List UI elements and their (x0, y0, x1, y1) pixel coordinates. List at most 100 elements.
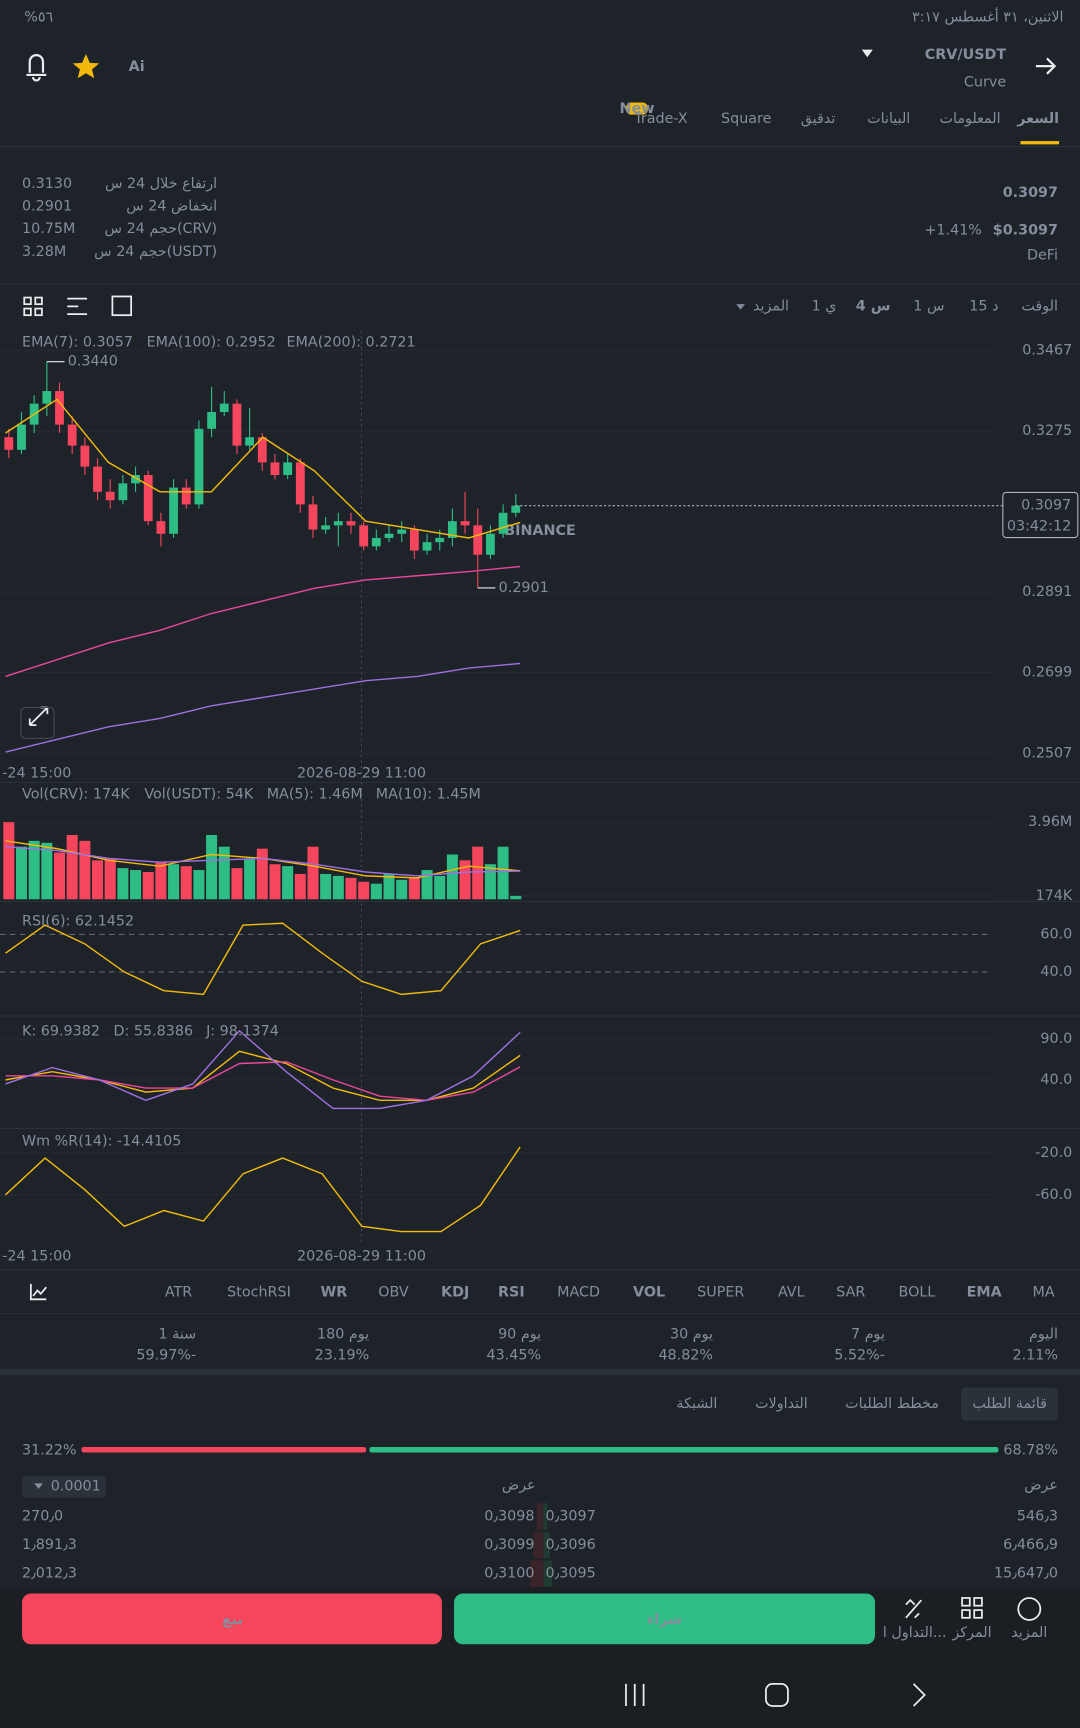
ask-qty: 270٫0 (22, 1508, 63, 1524)
order-tab[interactable]: قائمة الطلب (972, 1396, 1047, 1412)
candle-body (371, 537, 381, 547)
sell-button[interactable] (22, 1593, 442, 1645)
volume-bar (155, 862, 167, 900)
tab[interactable]: Square (721, 111, 772, 127)
x-tick-label: 2026-08-29 11:00 (297, 1248, 426, 1264)
pair-dropdown[interactable] (861, 49, 873, 58)
back-arrow[interactable] (1035, 57, 1057, 75)
ai-button[interactable]: Ai (129, 59, 145, 75)
last-price: 0.3097 (1003, 185, 1058, 201)
candle-body (346, 521, 356, 526)
precision-box[interactable] (22, 1475, 106, 1498)
stat-label: انخفاض 24 س (126, 199, 217, 215)
precision[interactable]: 0.0001 (51, 1479, 101, 1495)
low-label: 0.2901 (499, 580, 549, 596)
y-tick-label: 0.2891 (1022, 584, 1072, 600)
candle-body (435, 537, 445, 543)
interval[interactable]: المزيد (753, 298, 789, 314)
candle-body (42, 391, 52, 404)
indicator-tab[interactable]: EMA (967, 1285, 1002, 1301)
indicator-tab[interactable]: SUPER (697, 1285, 744, 1301)
pair[interactable]: CRV/USDT (925, 47, 1007, 63)
volume-bar (396, 879, 408, 900)
indicator-tab[interactable]: KDJ (441, 1285, 469, 1301)
high-label: 0.3440 (68, 354, 118, 370)
interval[interactable]: الوقت (1021, 298, 1058, 314)
indicator-tab[interactable]: BOLL (899, 1285, 936, 1301)
nav-back[interactable] (912, 1683, 926, 1707)
x-tick-label: -24 15:00 (2, 766, 71, 782)
tab[interactable]: المعلومات (939, 111, 1000, 127)
expand-icon[interactable] (28, 706, 49, 727)
period-change: 5.52%- (834, 1348, 885, 1364)
candle-body (359, 525, 369, 547)
indicator-tab[interactable]: AVL (778, 1285, 805, 1301)
indicator-icon[interactable] (29, 1283, 47, 1301)
order-tab[interactable]: مخطط الطلبات (845, 1396, 939, 1412)
candle-body (447, 521, 457, 538)
menu-label[interactable]: التداول ا... (883, 1625, 947, 1641)
settings-icon[interactable] (67, 297, 88, 315)
candle-body (409, 529, 419, 551)
indicator-tab[interactable]: MACD (557, 1285, 600, 1301)
sell-label[interactable]: بيع (222, 1612, 243, 1628)
indicator-tab[interactable]: MA (1033, 1285, 1055, 1301)
layout-icon[interactable] (23, 296, 32, 306)
indicator-tab[interactable]: StochRSI (227, 1285, 291, 1301)
tab[interactable]: السعر (1016, 111, 1059, 127)
indicator-tab[interactable]: ATR (165, 1285, 192, 1301)
indicator-line (5, 398, 521, 539)
favorite-star[interactable] (72, 54, 100, 79)
indicator-tab[interactable]: RSI (498, 1285, 525, 1301)
nav-home[interactable] (765, 1683, 789, 1707)
last-price-tag: 0.3097 (1021, 498, 1071, 514)
pair-name: Curve (964, 75, 1006, 91)
tab[interactable]: البيانات (867, 111, 910, 127)
menu-icons (625, 1597, 1042, 1707)
interval[interactable]: 1 س (913, 298, 944, 314)
period-label: اليوم (1029, 1327, 1058, 1343)
period-change: 48.82% (658, 1348, 713, 1364)
indicator-tab[interactable]: WR (321, 1285, 348, 1301)
volume-bar (484, 864, 496, 900)
buy-label[interactable]: شراء (647, 1612, 682, 1628)
candle-body (384, 533, 394, 538)
candle-body (511, 505, 521, 513)
buy-button[interactable] (454, 1593, 876, 1645)
position-icon-part (973, 1597, 983, 1607)
ask-ratio: 31.22% (22, 1442, 77, 1458)
interval[interactable]: 1 ي (812, 298, 837, 314)
indicator-line (5, 1061, 521, 1102)
candle-body (55, 391, 64, 425)
y-tick-label: 90.0 (1040, 1031, 1072, 1047)
interval[interactable]: 4 س (856, 298, 891, 314)
trade-icon[interactable] (905, 1598, 922, 1619)
bell-icon[interactable] (26, 54, 47, 82)
bid-qty: 15٫647٫0 (994, 1566, 1058, 1582)
position-icon[interactable] (961, 1597, 971, 1607)
indicator-tab[interactable]: OBV (378, 1285, 409, 1301)
interval[interactable]: 15 د (969, 298, 998, 314)
more-icon[interactable] (1017, 1597, 1042, 1621)
menu-label[interactable]: المزيد (1011, 1625, 1047, 1641)
volume-bar (332, 875, 344, 900)
order-tab[interactable]: الشبكة (676, 1396, 717, 1412)
indicator-tab[interactable]: SAR (836, 1285, 865, 1301)
expand-button[interactable] (20, 706, 55, 739)
y-tick-label: 40.0 (1040, 964, 1072, 980)
tab[interactable]: تدقيق (801, 111, 836, 127)
menu-label[interactable]: المركز (951, 1625, 991, 1641)
order-tab[interactable]: التداولات (755, 1396, 808, 1412)
legend-entry: EMA(200): 0.2721 (287, 335, 416, 351)
draw-icon[interactable] (111, 295, 133, 317)
nav-recent[interactable] (625, 1683, 645, 1706)
y-tick-label: 0.2699 (1022, 665, 1072, 681)
tag[interactable]: DeFi (1027, 248, 1058, 264)
tab[interactable]: Trade-X (633, 111, 688, 127)
period-label: 7 يوم (851, 1327, 885, 1343)
candle-body (422, 542, 432, 551)
indicator-tab[interactable]: VOL (633, 1285, 665, 1301)
volume-bar (472, 846, 484, 900)
candle-body (498, 512, 508, 534)
legend-entry: J: 98.1374 (205, 1024, 279, 1040)
